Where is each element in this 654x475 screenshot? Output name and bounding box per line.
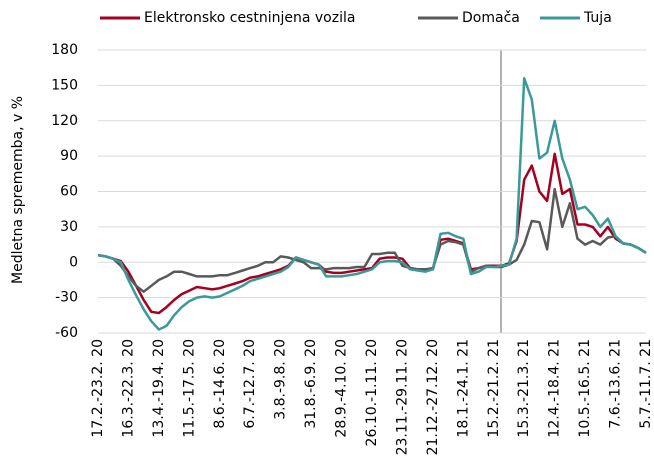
x-tick-label: 10.5.-16.5. 21 [577, 339, 593, 438]
y-tick-label: -30 [55, 290, 78, 306]
legend-label: Elektronsko cestninjena vozila [144, 10, 355, 26]
x-tick-label: 13.4.-19.4. 20 [151, 339, 167, 438]
plot: -60 -30 0 30 60 90 120 150 180 17.2.-23.2. 20 16.3… [51, 10, 654, 455]
x-tick-label: 28.9.-4.10. 20 [334, 339, 350, 438]
series-line [97, 187, 647, 293]
x-tick-label: 7.6.-13.6. 21 [608, 339, 624, 429]
x-tick-label: 15.3.-21.3. 21 [516, 339, 532, 438]
x-tick-label: 15.2.-21.2. 21 [486, 339, 502, 438]
x-tick-label: 16.3.-22.3. 20 [120, 339, 136, 438]
x-tick-label: 8.6.-14.6. 20 [212, 339, 228, 429]
y-tick-label: 60 [60, 184, 78, 200]
x-tick-label: 11.5.-17.5. 20 [181, 339, 197, 438]
y-tick-label: 120 [51, 113, 78, 129]
legend-label: Tuja [583, 10, 612, 26]
y-tick-label: 180 [51, 42, 78, 58]
x-tick-label: 5.7.-11.7. 21 [638, 339, 654, 429]
legend-label: Domača [462, 10, 520, 26]
x-tick-label: 18.1.-24.1. 21 [455, 339, 471, 438]
y-tick-label: 30 [60, 219, 78, 235]
y-tick-label: -60 [55, 325, 78, 341]
x-tick-label: 23.11.-29.11. 20 [394, 339, 410, 455]
y-tick-label: 0 [69, 254, 78, 270]
x-tick-label: 31.8.-6.9. 20 [303, 339, 319, 429]
x-tick-label: 21.12.-27.12. 20 [425, 339, 441, 455]
y-tick-label: 90 [60, 148, 78, 164]
x-tick-label: 12.4.-18.4. 21 [547, 339, 563, 438]
x-tick-label: 26.10.-1.11. 20 [364, 339, 380, 446]
x-tick-label: 6.7.-12.7. 20 [242, 339, 258, 429]
x-tick-label: 3.8.-9.8. 20 [273, 339, 289, 420]
series-line [97, 152, 647, 315]
y-tick-label: 150 [51, 77, 78, 93]
x-tick-label: 17.2.-23.2. 20 [90, 339, 106, 438]
series-line [97, 77, 647, 331]
y-axis-title: Medletna sprememba, v % [10, 96, 26, 284]
